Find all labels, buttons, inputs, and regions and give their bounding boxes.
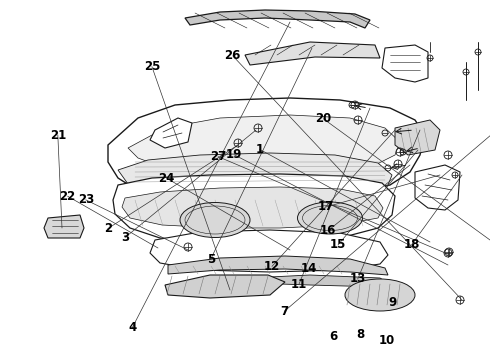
Polygon shape [44,215,84,238]
Polygon shape [168,256,388,275]
Text: 27: 27 [210,150,226,163]
Text: 8: 8 [356,328,364,341]
Text: 4: 4 [128,321,136,334]
Text: 5: 5 [207,253,215,266]
Text: 12: 12 [264,260,280,273]
Text: 21: 21 [49,129,66,141]
Polygon shape [245,42,380,65]
Text: 16: 16 [320,224,337,237]
Text: 6: 6 [329,330,337,343]
Polygon shape [150,230,388,272]
Text: 23: 23 [77,193,94,206]
Text: 15: 15 [330,238,346,251]
Ellipse shape [180,202,250,238]
Text: 2: 2 [104,222,112,235]
Polygon shape [382,45,428,82]
Text: 19: 19 [226,148,243,161]
Polygon shape [122,187,383,228]
Polygon shape [165,275,285,298]
Text: 14: 14 [300,262,317,275]
Text: 24: 24 [158,172,175,185]
Polygon shape [113,174,395,242]
Text: 17: 17 [318,201,334,213]
Text: 25: 25 [144,60,160,73]
Text: 11: 11 [291,278,307,291]
Polygon shape [395,120,440,155]
Text: 13: 13 [349,273,366,285]
Text: 9: 9 [388,296,396,309]
Polygon shape [185,10,370,28]
Text: 7: 7 [280,305,288,318]
Polygon shape [250,275,388,287]
Text: 22: 22 [59,190,76,203]
Text: 18: 18 [403,238,420,251]
Polygon shape [108,98,425,200]
Text: 20: 20 [315,112,332,125]
Polygon shape [150,118,192,148]
Polygon shape [128,115,400,175]
Ellipse shape [297,202,363,234]
Ellipse shape [345,279,415,311]
Text: 3: 3 [121,231,129,244]
Text: 26: 26 [224,49,241,62]
Polygon shape [118,153,392,196]
Polygon shape [415,165,460,210]
Text: 1: 1 [256,143,264,156]
Text: 10: 10 [379,334,395,347]
